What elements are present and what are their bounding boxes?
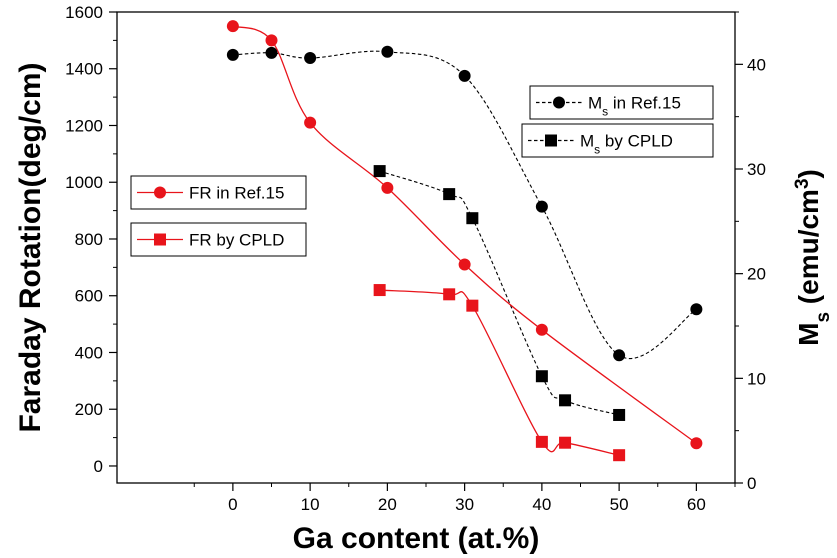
legend-label: Ms in Ref.15 — [588, 94, 681, 119]
y-left-tick-label: 0 — [94, 457, 103, 476]
data-point-m-s-by-cpld — [443, 188, 456, 201]
x-tick-label: 60 — [687, 495, 706, 514]
data-point-fr-by-cpld — [373, 284, 386, 297]
data-point-m-s-in-ref-15 — [226, 48, 239, 61]
series-markers — [226, 20, 703, 462]
x-tick-label: 0 — [228, 495, 237, 514]
x-tick-label: 30 — [455, 495, 474, 514]
y-right-tick-label: 0 — [747, 474, 756, 493]
x-tick-label: 20 — [378, 495, 397, 514]
y-left-tick-label: 200 — [75, 400, 103, 419]
series-line-fr-by-cpld — [379, 289, 620, 456]
legend-m-s-in-ref-15: Ms in Ref.15 — [529, 85, 714, 120]
data-point-m-s-in-ref-15 — [381, 45, 394, 58]
y-left-tick-label: 800 — [75, 230, 103, 249]
data-point-fr-in-ref-15 — [535, 323, 548, 336]
legend-label: Ms by CPLD — [580, 132, 673, 157]
legend-m-s-by-cpld: Ms by CPLD — [521, 123, 714, 158]
axes: 0 10 20 30 40 50 60020040060080010001200140016… — [65, 3, 766, 514]
y-left-axis-title: Faraday Rotation(deg/cm) — [14, 62, 47, 432]
x-tick-label: 40 — [532, 495, 551, 514]
data-point-fr-in-ref-15 — [265, 34, 278, 47]
data-point-fr-in-ref-15 — [304, 116, 317, 129]
y-right-tick-label: 30 — [747, 160, 766, 179]
y-left-tick-label: 600 — [75, 287, 103, 306]
series-line-m-s-by-cpld — [379, 170, 620, 416]
legend-marker — [553, 96, 565, 109]
data-point-fr-in-ref-15 — [381, 181, 394, 194]
data-point-fr-in-ref-15 — [226, 20, 239, 33]
series-line-fr-in-ref-15 — [232, 25, 697, 444]
y-right-tick-label: 40 — [747, 55, 766, 74]
legends: Ms in Ref.15 Ms by CPLD FR in Ref.15 FR by … — [130, 85, 714, 257]
data-point-m-s-in-ref-15 — [265, 46, 278, 59]
y-left-tick-label: 400 — [75, 343, 103, 362]
data-point-fr-by-cpld — [559, 436, 572, 449]
legend-fr-in-ref-15: FR in Ref.15 — [130, 175, 307, 210]
data-point-fr-by-cpld — [466, 299, 479, 312]
legend-marker — [154, 186, 166, 199]
y-right-tick-label: 20 — [747, 265, 766, 284]
data-point-m-s-in-ref-15 — [535, 200, 548, 213]
legend-marker — [545, 134, 557, 147]
data-point-fr-by-cpld — [613, 449, 626, 462]
data-point-m-s-in-ref-15 — [458, 69, 471, 82]
data-point-fr-by-cpld — [535, 435, 548, 448]
data-point-fr-in-ref-15 — [458, 258, 471, 271]
legend-label: FR by CPLD — [189, 231, 284, 250]
data-point-fr-in-ref-15 — [690, 437, 703, 450]
legend-fr-by-cpld: FR by CPLD — [130, 222, 307, 257]
x-tick-label: 10 — [301, 495, 320, 514]
data-point-m-s-in-ref-15 — [304, 52, 317, 65]
data-point-m-s-by-cpld — [559, 394, 572, 407]
data-point-fr-by-cpld — [443, 288, 456, 301]
data-point-m-s-in-ref-15 — [690, 303, 703, 316]
y-left-tick-label: 1000 — [65, 173, 103, 192]
axis-titles: Ga content (at.%) Faraday Rotation(deg/cm… — [14, 62, 834, 555]
y-left-tick-label: 1600 — [65, 3, 103, 22]
data-point-m-s-by-cpld — [535, 370, 548, 383]
data-point-m-s-by-cpld — [466, 212, 479, 225]
y-right-axis-title: Ms (emu/cm3) — [792, 169, 834, 346]
data-point-m-s-in-ref-15 — [613, 349, 626, 362]
x-tick-label: 50 — [610, 495, 629, 514]
legend-label: FR in Ref.15 — [189, 184, 284, 203]
data-point-m-s-by-cpld — [373, 165, 386, 178]
legend-marker — [154, 233, 166, 246]
x-axis-title: Ga content (at.%) — [293, 522, 540, 555]
y-left-tick-label: 1400 — [65, 60, 103, 79]
legend-box — [521, 123, 714, 158]
data-point-m-s-by-cpld — [613, 408, 626, 421]
y-right-tick-label: 10 — [747, 369, 766, 388]
y-left-tick-label: 1200 — [65, 116, 103, 135]
